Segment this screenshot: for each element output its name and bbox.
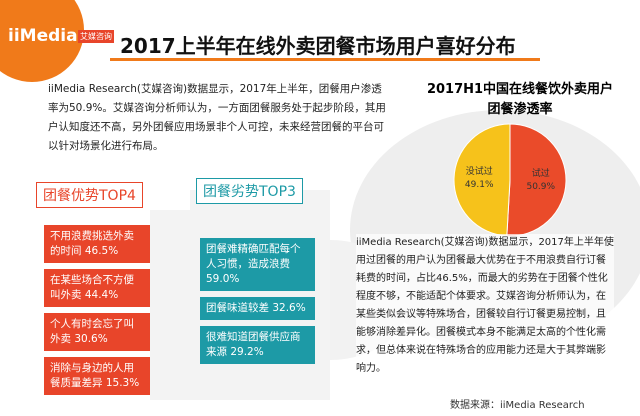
intro: iiMedia Research(艾媒咨询)数据显示，2017年上半年，团餐用户… [48, 83, 386, 152]
pie-title: 2017H1中国在线餐饮外卖用户团餐渗透率 [426, 82, 614, 117]
list-item: 在某些场合不方便叫外卖 44.4% [44, 269, 150, 307]
advantages-list: 不用浪费挑选外卖的时间 46.5% 在某些场合不方便叫外卖 44.4% 个人有时会忘… [44, 225, 150, 395]
list-item: 不用浪费挑选外卖的时间 46.5% [44, 225, 150, 263]
pie-chart: 试过 50.9% 没试过 49.1% [453, 123, 567, 237]
source: 数据来源：iiMedia Research [450, 400, 585, 411]
list-item: 很难知道团餐供应商来源 29.2% [200, 326, 315, 364]
list-item: 团餐难精确匹配每个人习惯，造成浪费 59.0% [200, 238, 315, 291]
list-item: 个人有时会忘了叫外卖 30.6% [44, 313, 150, 351]
analysis: iiMedia Research(艾媒咨询)数据显示，2017年上半年使用过团餐… [356, 234, 614, 378]
advantages-title: 团餐优势TOP4 [36, 182, 143, 208]
list-item: 团餐味道较差 32.6% [200, 297, 315, 320]
list-item: 消除与身边的人用餐质量差异 15.3% [44, 357, 150, 395]
pie-value-label: 49.1% [465, 180, 494, 190]
pie-slice [506, 123, 567, 237]
pie-label: 试过 [532, 167, 550, 179]
logo: iiMedia [8, 26, 78, 46]
disadvantages-list: 团餐难精确匹配每个人习惯，造成浪费 59.0% 团餐味道较差 32.6% 很难知道团… [200, 238, 315, 364]
title: 2017上半年在线外卖团餐市场用户喜好分布 [120, 34, 516, 58]
disadvantages-title: 团餐劣势TOP3 [196, 178, 303, 204]
logo-sub: 艾媒咨询 [78, 30, 114, 43]
pie-label: 没试过 [466, 165, 493, 177]
pie-slice [453, 123, 511, 237]
pie-value-label: 50.9% [526, 182, 555, 192]
